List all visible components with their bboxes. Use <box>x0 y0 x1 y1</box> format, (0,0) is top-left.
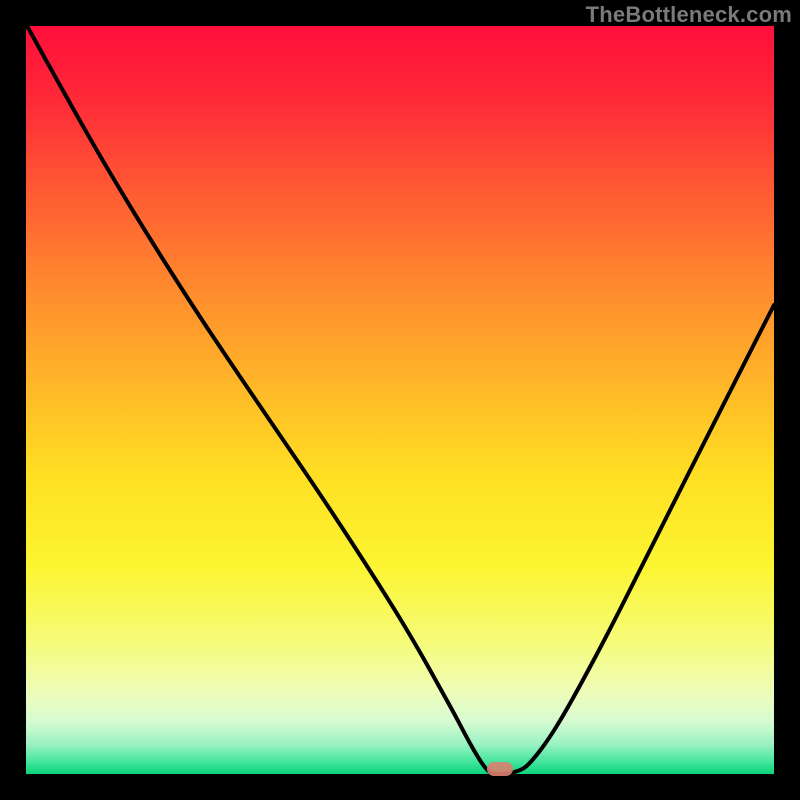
chart-min-marker <box>487 762 513 776</box>
bottleneck-chart <box>0 0 800 800</box>
chart-plot-area <box>26 26 774 774</box>
watermark-text: TheBottleneck.com <box>586 2 792 28</box>
chart-container: TheBottleneck.com <box>0 0 800 800</box>
